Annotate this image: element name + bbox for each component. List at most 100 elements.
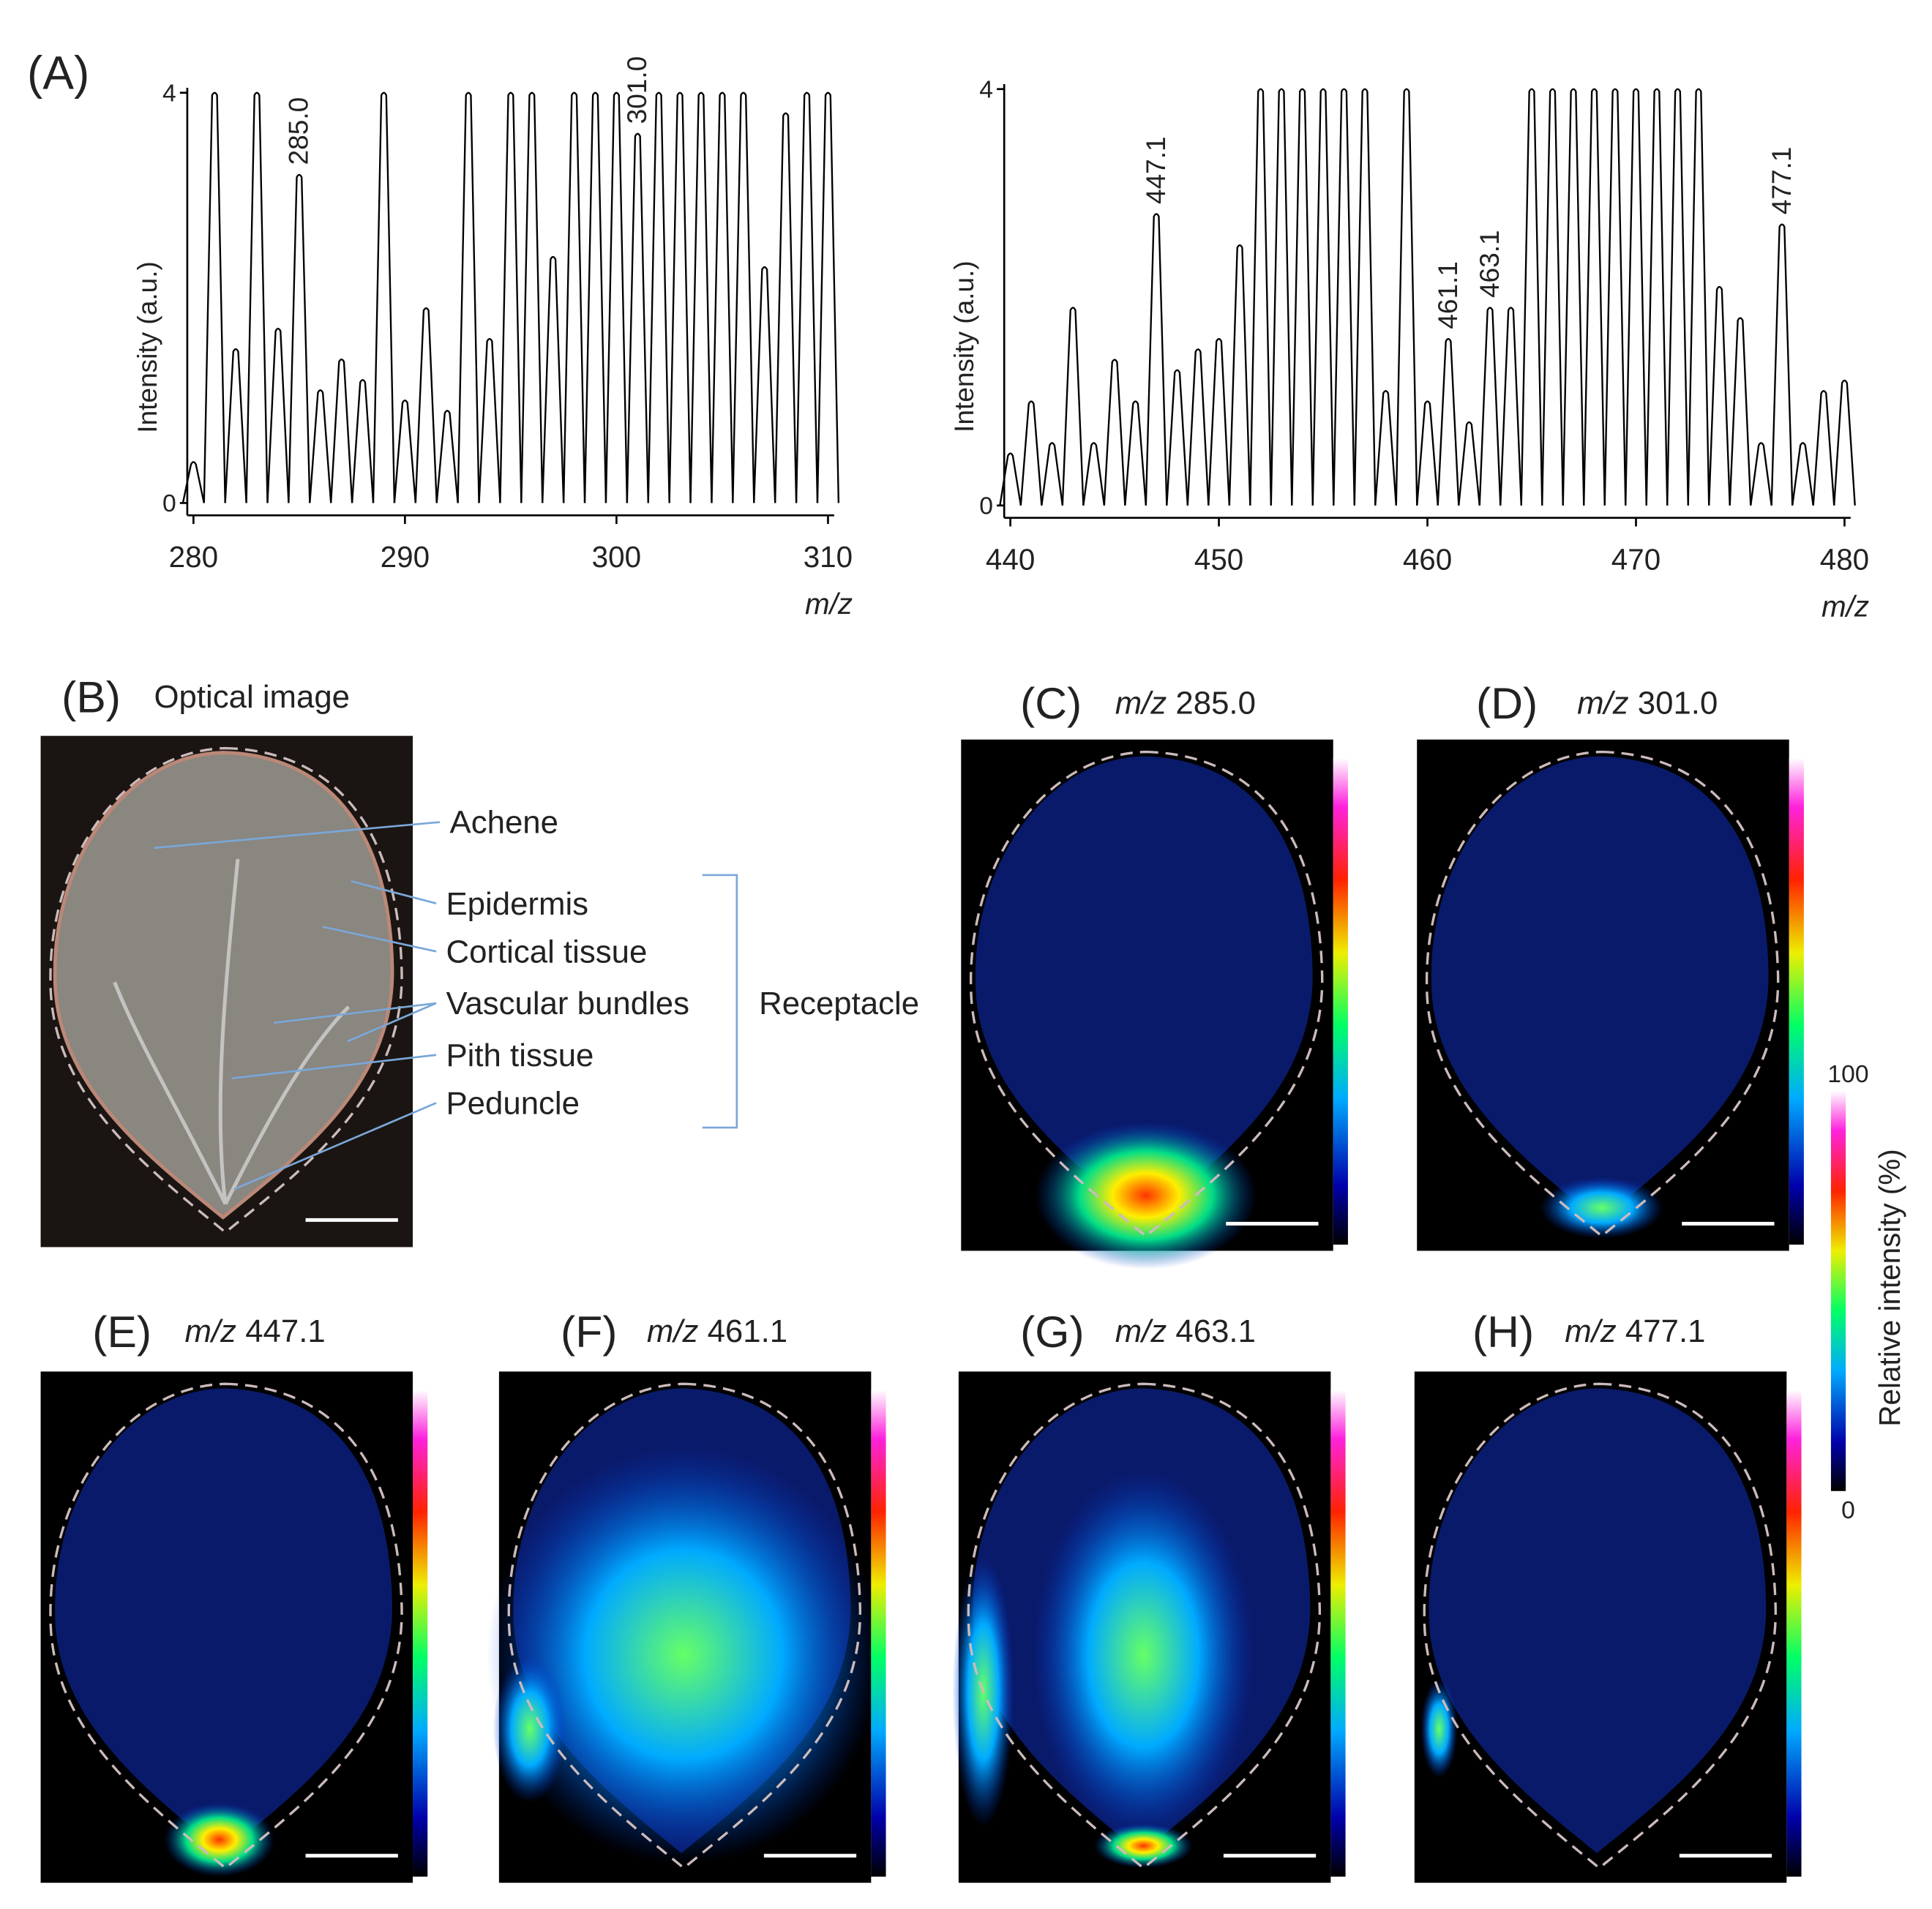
peak xyxy=(1061,307,1085,506)
colorbar xyxy=(1333,757,1348,1245)
peak xyxy=(1416,400,1439,506)
peak xyxy=(1812,390,1835,506)
bracket xyxy=(702,874,738,1129)
peak xyxy=(1228,244,1251,506)
y-tick-label: 0 xyxy=(979,493,993,520)
y-axis-label: Intensity (a.u.) xyxy=(948,260,979,432)
colorbar-title: Relative intensity (%) xyxy=(1873,1149,1906,1426)
peak xyxy=(1583,88,1606,506)
title-prefix: m/z xyxy=(1577,685,1629,721)
peak xyxy=(203,91,226,503)
x-axis-label: m/z xyxy=(805,587,853,620)
peak xyxy=(1666,88,1689,506)
peak xyxy=(1603,88,1627,506)
panel-label: (A) xyxy=(27,47,89,100)
image-panel xyxy=(487,1371,886,1883)
image-panel xyxy=(1417,739,1804,1251)
tissue-label: Epidermis xyxy=(446,886,588,922)
peak xyxy=(1478,307,1502,506)
outline xyxy=(49,746,403,1234)
title-prefix: m/z xyxy=(185,1313,237,1349)
panel-label: (F) xyxy=(561,1307,617,1357)
peak xyxy=(774,112,798,503)
peak xyxy=(1458,421,1480,506)
x-tick-label: 480 xyxy=(1820,542,1869,576)
peak xyxy=(647,91,670,503)
peak xyxy=(604,91,629,503)
label-arrow xyxy=(273,1002,437,1024)
peak xyxy=(626,132,649,503)
peak xyxy=(1333,88,1355,506)
peak-label: 461.1 xyxy=(1432,261,1463,329)
tissue xyxy=(55,1388,393,1853)
peak xyxy=(1208,338,1231,506)
tissue-label: Achene xyxy=(450,805,558,841)
peak xyxy=(542,255,565,503)
label-arrow xyxy=(233,1102,437,1190)
peak xyxy=(1374,390,1397,506)
colorbar xyxy=(1789,757,1804,1245)
vascular xyxy=(113,858,351,1205)
peak xyxy=(1019,400,1043,506)
peak xyxy=(795,91,819,503)
colorbar-tick-label: 0 xyxy=(1841,1497,1855,1524)
colorbar xyxy=(1786,1389,1802,1877)
peak xyxy=(478,338,501,503)
peak xyxy=(372,91,396,503)
panel-title: m/z 461.1 xyxy=(647,1313,787,1349)
intensity-region xyxy=(1540,1177,1663,1239)
x-tick-label: 440 xyxy=(986,542,1035,576)
colorbar xyxy=(871,1389,886,1877)
colorbar xyxy=(413,1389,428,1877)
panel-title: Optical image xyxy=(154,679,350,715)
image-panel xyxy=(40,1371,428,1883)
panel-label: (H) xyxy=(1472,1307,1534,1357)
x-tick-label: 280 xyxy=(169,540,218,574)
peak xyxy=(1499,307,1522,506)
peak xyxy=(435,410,459,503)
x-tick-label: 450 xyxy=(1194,542,1243,576)
outline xyxy=(49,1382,403,1870)
panel-title: m/z 301.0 xyxy=(1577,685,1718,721)
y-tick-label: 4 xyxy=(979,77,993,104)
intensity-region xyxy=(163,1802,275,1877)
peak xyxy=(1687,88,1710,506)
title-value: 477.1 xyxy=(1625,1313,1706,1349)
tissue xyxy=(53,751,394,1220)
peak xyxy=(1520,88,1543,506)
peak xyxy=(224,348,247,503)
peak xyxy=(1770,223,1794,506)
peak xyxy=(816,91,840,503)
peak xyxy=(330,359,353,503)
intensity-region xyxy=(1032,1470,1254,1840)
x-tick-label: 460 xyxy=(1403,542,1452,576)
peak-label: 447.1 xyxy=(1140,136,1171,204)
peak xyxy=(245,91,269,503)
image-panel xyxy=(1414,1371,1802,1883)
outline xyxy=(507,1382,861,1870)
peak xyxy=(1437,338,1460,506)
x-tick-label: 290 xyxy=(381,540,430,574)
peak xyxy=(499,91,523,503)
peak xyxy=(1541,88,1564,506)
x-axis-label: m/z xyxy=(1821,589,1869,623)
title-prefix: m/z xyxy=(647,1313,699,1349)
image-panel xyxy=(961,739,1348,1269)
tissue-label: Vascular bundles xyxy=(446,986,689,1021)
peak xyxy=(668,91,692,503)
peak xyxy=(1166,369,1189,506)
peak xyxy=(1708,285,1731,506)
colorbar xyxy=(1330,1389,1346,1877)
peak xyxy=(1645,88,1669,506)
panel-label: (B) xyxy=(61,672,121,722)
title-value: Optical image xyxy=(154,679,350,715)
intensity-region xyxy=(1094,1823,1193,1868)
y-tick-label: 4 xyxy=(162,80,176,108)
peak-label: 463.1 xyxy=(1474,230,1505,298)
tissue-label: Cortical tissue xyxy=(446,934,647,969)
x-tick-label: 300 xyxy=(592,540,641,574)
tissue-label: Pith tissue xyxy=(446,1038,594,1073)
colorbar xyxy=(1830,1090,1846,1491)
peak xyxy=(732,91,755,503)
